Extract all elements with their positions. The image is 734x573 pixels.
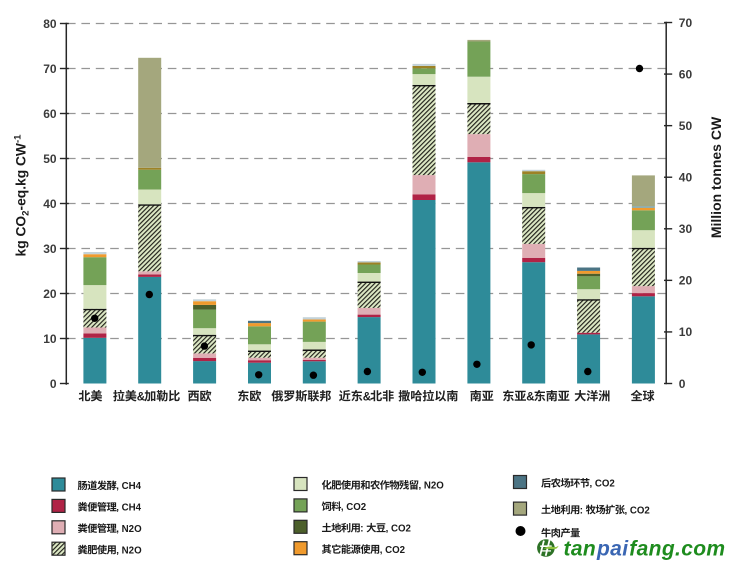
svg-text:30: 30 [679, 222, 693, 236]
svg-text:&: & [137, 391, 145, 403]
svg-text:30: 30 [43, 242, 57, 256]
svg-text:0: 0 [679, 377, 686, 391]
svg-text:, CO2: , CO2 [380, 545, 405, 556]
svg-text:&: & [363, 391, 371, 403]
svg-text:0: 0 [50, 377, 57, 391]
svg-text:60: 60 [679, 67, 693, 81]
svg-text:10: 10 [679, 325, 693, 339]
svg-text:60: 60 [43, 107, 57, 121]
svg-text:, N2O: , N2O [116, 545, 142, 556]
svg-text::: : [360, 524, 363, 535]
svg-text:, CH4: , CH4 [116, 503, 141, 514]
svg-text:50: 50 [43, 152, 57, 166]
svg-text:50: 50 [679, 119, 693, 133]
svg-text:, N2O: , N2O [116, 524, 142, 535]
svg-text:20: 20 [43, 287, 57, 301]
svg-text:10: 10 [43, 332, 57, 346]
svg-text:, N2O: , N2O [419, 481, 445, 492]
svg-text:kg CO2-eq.kg CW-1: kg CO2-eq.kg CW-1 [13, 134, 32, 257]
svg-text::: : [580, 505, 583, 516]
svg-text:70: 70 [679, 16, 693, 30]
svg-text:, CO2: , CO2 [386, 524, 411, 535]
svg-text:&: & [526, 391, 534, 403]
svg-text:, CO2: , CO2 [590, 479, 615, 490]
svg-text:40: 40 [43, 197, 57, 211]
svg-text:, CO2: , CO2 [625, 505, 650, 516]
svg-text:, CH4: , CH4 [116, 481, 141, 492]
svg-text:80: 80 [43, 17, 57, 31]
svg-text:fang.com: fang.com [629, 538, 725, 561]
svg-text:40: 40 [679, 171, 693, 185]
svg-text:70: 70 [43, 62, 57, 76]
svg-text:Million tonnes CW: Million tonnes CW [708, 116, 724, 238]
svg-text:, CO2: , CO2 [341, 502, 366, 513]
svg-text:pai: pai [596, 538, 629, 561]
svg-text:tan: tan [564, 538, 597, 561]
svg-text:20: 20 [679, 274, 693, 288]
